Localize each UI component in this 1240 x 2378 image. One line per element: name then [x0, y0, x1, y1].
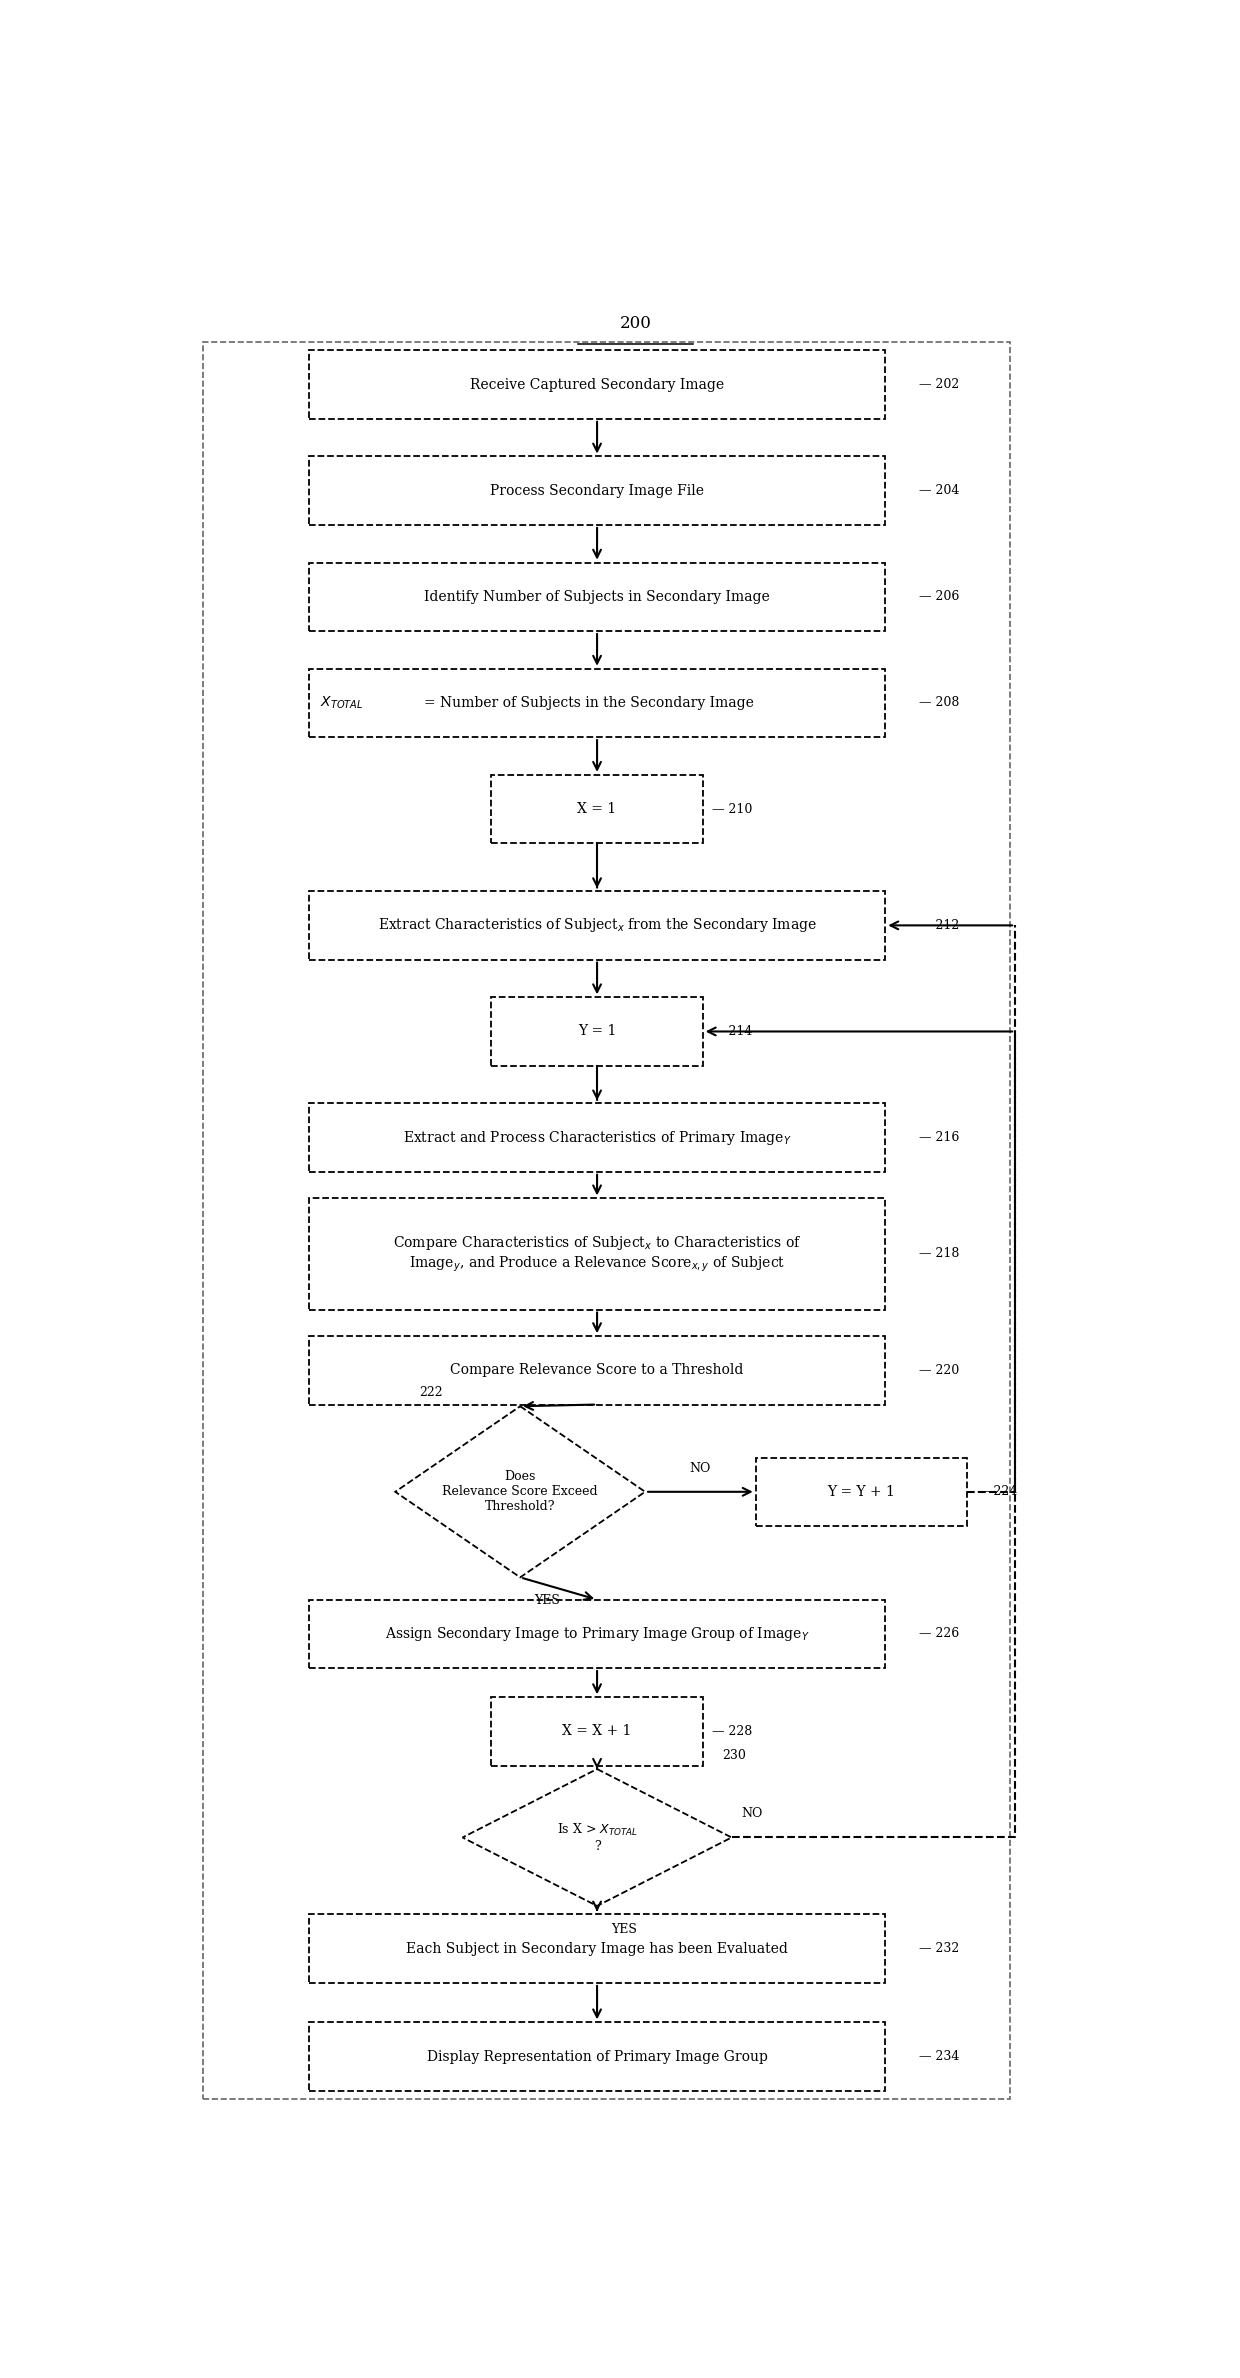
Text: — 208: — 208: [919, 697, 960, 709]
FancyBboxPatch shape: [309, 564, 885, 630]
Text: Display Representation of Primary Image Group: Display Representation of Primary Image …: [427, 2050, 768, 2064]
Text: = Number of Subjects in the Secondary Image: = Number of Subjects in the Secondary Im…: [424, 697, 754, 711]
Text: Process Secondary Image File: Process Secondary Image File: [490, 483, 704, 497]
Text: Does
Relevance Score Exceed
Threshold?: Does Relevance Score Exceed Threshold?: [443, 1470, 598, 1512]
Text: — 202: — 202: [919, 378, 960, 390]
Text: Compare Relevance Score to a Threshold: Compare Relevance Score to a Threshold: [450, 1363, 744, 1377]
FancyBboxPatch shape: [309, 1336, 885, 1405]
Text: — 228: — 228: [713, 1724, 753, 1738]
FancyBboxPatch shape: [491, 996, 703, 1065]
Text: Y = Y + 1: Y = Y + 1: [827, 1484, 895, 1498]
Text: — 234: — 234: [919, 2050, 960, 2064]
Text: Is X > $X_{TOTAL}$
?: Is X > $X_{TOTAL}$ ?: [557, 1822, 637, 1852]
Text: 200: 200: [620, 314, 651, 331]
Text: — 218: — 218: [919, 1248, 960, 1260]
Text: Each Subject in Secondary Image has been Evaluated: Each Subject in Secondary Image has been…: [407, 1943, 787, 1955]
FancyBboxPatch shape: [309, 457, 885, 526]
FancyBboxPatch shape: [309, 350, 885, 419]
Text: $X_{TOTAL}$: $X_{TOTAL}$: [320, 694, 363, 711]
Text: — 220: — 220: [919, 1365, 960, 1377]
FancyBboxPatch shape: [309, 1199, 885, 1310]
Text: — 214: — 214: [713, 1025, 753, 1037]
Text: YES: YES: [611, 1924, 637, 1936]
Text: Y = 1: Y = 1: [578, 1025, 616, 1039]
FancyBboxPatch shape: [309, 1914, 885, 1983]
Text: NO: NO: [742, 1807, 763, 1822]
FancyBboxPatch shape: [309, 1103, 885, 1172]
FancyBboxPatch shape: [309, 2021, 885, 2090]
Text: Extract and Process Characteristics of Primary Image$_Y$: Extract and Process Characteristics of P…: [403, 1130, 791, 1146]
FancyBboxPatch shape: [309, 1600, 885, 1667]
Text: — 206: — 206: [919, 590, 960, 604]
Text: — 226: — 226: [919, 1627, 960, 1641]
Text: Receive Captured Secondary Image: Receive Captured Secondary Image: [470, 378, 724, 392]
Polygon shape: [463, 1769, 732, 1905]
FancyBboxPatch shape: [491, 775, 703, 844]
Text: NO: NO: [689, 1462, 711, 1474]
Text: Compare Characteristics of Subject$_x$ to Characteristics of
Image$_y$, and Prod: Compare Characteristics of Subject$_x$ t…: [393, 1234, 801, 1275]
FancyBboxPatch shape: [309, 892, 885, 961]
Polygon shape: [396, 1405, 645, 1577]
Text: YES: YES: [534, 1596, 560, 1608]
Text: — 212: — 212: [919, 918, 960, 932]
FancyBboxPatch shape: [309, 668, 885, 737]
Text: — 232: — 232: [919, 1943, 960, 1955]
Text: 230: 230: [722, 1750, 746, 1762]
Text: Extract Characteristics of Subject$_x$ from the Secondary Image: Extract Characteristics of Subject$_x$ f…: [378, 916, 816, 935]
Text: 222: 222: [419, 1386, 443, 1398]
Text: — 210: — 210: [713, 801, 753, 816]
Text: X = 1: X = 1: [578, 801, 616, 816]
Text: Identify Number of Subjects in Secondary Image: Identify Number of Subjects in Secondary…: [424, 590, 770, 604]
Text: — 204: — 204: [919, 485, 960, 497]
Text: Assign Secondary Image to Primary Image Group of Image$_Y$: Assign Secondary Image to Primary Image …: [384, 1624, 810, 1643]
Text: X = X + 1: X = X + 1: [563, 1724, 631, 1738]
Text: — 216: — 216: [919, 1132, 960, 1144]
Text: — 224: — 224: [977, 1486, 1017, 1498]
FancyBboxPatch shape: [491, 1698, 703, 1764]
FancyBboxPatch shape: [755, 1458, 967, 1527]
